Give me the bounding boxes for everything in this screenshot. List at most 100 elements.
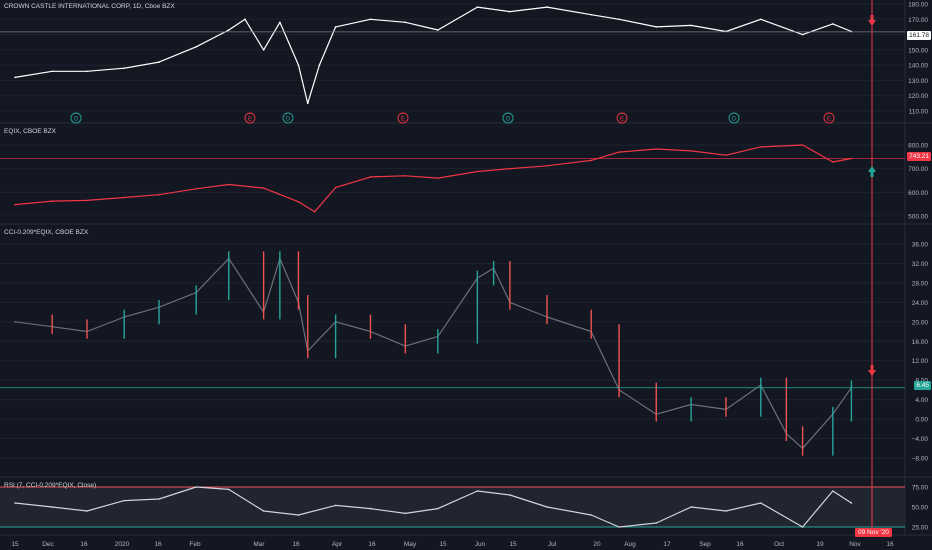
eqix-tick-label: 800.00	[908, 143, 928, 150]
eqix-price-line-point	[123, 196, 125, 199]
ratio-tick-label: 12.00	[912, 358, 929, 365]
eqix-price-line-point	[618, 151, 620, 153]
ratio-tick-label: 36.00	[912, 242, 929, 249]
rsi-line-point	[86, 510, 88, 512]
eqix-pane-title: EQIX, CBOE BZX	[4, 128, 57, 135]
eqix-price-line-point	[297, 201, 300, 203]
rsi-pane-title: RSI (7, CCI-0.209*EQIX, Close)	[4, 482, 97, 489]
price-scale-column	[905, 0, 932, 550]
rsi-line-point	[509, 494, 511, 496]
cci-price-line-point	[590, 13, 592, 16]
cci-price-line-point	[14, 76, 16, 79]
cci-tick-label: 120.00	[908, 93, 928, 100]
time-axis-label: Aug	[624, 541, 636, 548]
time-axis-label: 15	[439, 541, 447, 548]
rsi-line-point	[546, 506, 548, 508]
ratio-tick-label: 24.00	[912, 300, 929, 307]
ratio-sell-arrow-icon	[868, 370, 876, 376]
cci-tick-label: 170.00	[908, 17, 928, 24]
rsi-line-point	[334, 504, 337, 507]
cci-price-line-point	[369, 18, 372, 21]
event-circle	[397, 112, 409, 124]
ratio-sell-arrow-icon-stem	[870, 365, 874, 370]
dividend-marker: D	[282, 112, 294, 124]
event-letter: E	[401, 116, 405, 122]
rsi-tick-label: 25.00	[912, 525, 929, 532]
time-axis-label: 16	[736, 541, 744, 548]
cci-price-line-point	[404, 21, 407, 24]
cci-price-line-point	[306, 102, 309, 105]
rsi-line-point	[801, 526, 804, 528]
rsi-line-point	[760, 502, 762, 504]
earnings-marker: E	[397, 112, 409, 124]
cci-price-line-point	[318, 64, 321, 66]
rsi-line-point	[51, 506, 53, 508]
time-axis-label: May	[404, 541, 417, 548]
cci-price-line-point	[279, 21, 281, 24]
eqix-price-line-point	[227, 183, 230, 186]
eqix-price-line-point	[313, 210, 316, 213]
eqix-price-line-point	[158, 193, 160, 196]
rsi-line-point	[437, 507, 439, 510]
cci-price-line-point	[51, 70, 53, 73]
cci-price-line-point	[227, 29, 230, 31]
time-axis-label: 19	[816, 541, 824, 548]
ratio-tick-label: −4.00	[912, 436, 929, 443]
cci-price-line-point	[244, 18, 246, 21]
rsi-line-point	[590, 514, 592, 516]
rsi-line-point	[655, 522, 658, 524]
rsi-line-point	[618, 526, 620, 528]
ratio-close-line	[14, 258, 852, 449]
rsi-line-point	[369, 507, 372, 510]
time-axis-label: Dec	[42, 541, 54, 548]
eqix-tick-label: 600.00	[908, 190, 928, 197]
rsi-tick-label: 75.00	[912, 485, 929, 492]
rsi-line-point	[195, 486, 198, 488]
ratio-tick-label: 4.00	[915, 397, 928, 404]
rsi-line-point	[725, 510, 727, 512]
time-axis-label: Apr	[332, 541, 343, 548]
cci-tick-label: 140.00	[908, 63, 928, 70]
dividend-marker: D	[728, 112, 740, 124]
event-circle	[728, 112, 740, 124]
eqix-price-line-point	[369, 176, 372, 178]
buy-arrow-icon-stem	[870, 172, 874, 177]
eqix-price-line-point	[14, 203, 16, 206]
time-axis-label: Nov	[849, 541, 861, 548]
eqix-price-line-point	[51, 200, 53, 202]
cci-price-line-point	[262, 49, 265, 51]
event-circle	[502, 112, 514, 124]
cursor-date-label: 09 Nov '20	[855, 528, 892, 537]
cci-price-line	[14, 6, 852, 105]
event-letter: E	[248, 116, 252, 122]
buy-arrow-icon	[868, 166, 876, 172]
time-axis-label: 17	[663, 541, 671, 548]
cci-price-line-point	[158, 61, 160, 63]
ratio-tick-label: 28.00	[912, 280, 929, 287]
earnings-marker: E	[616, 112, 628, 124]
rsi-line-point	[227, 488, 230, 491]
ratio-close-line-point	[14, 321, 16, 323]
time-axis-label: 16	[368, 541, 376, 548]
ratio-last-price: 6.45	[914, 381, 931, 390]
eqix-price-line-point	[509, 167, 511, 170]
event-letter: D	[286, 116, 291, 122]
eqix-price-line-point	[476, 170, 479, 173]
ratio-tick-label: 32.00	[912, 261, 929, 268]
eqix-price-line-point	[690, 150, 692, 152]
eqix-price-line-point	[832, 161, 834, 163]
event-circle	[244, 112, 256, 124]
rsi-line-point	[14, 502, 16, 504]
time-axis-label: Mar	[253, 541, 265, 548]
cci-price-line-point	[655, 26, 658, 28]
rsi-line-point	[690, 506, 692, 508]
cci-price-line-point	[123, 67, 125, 69]
time-axis-label: 16	[154, 541, 162, 548]
cci-price-line-point	[509, 10, 511, 13]
eqix-price-line-point	[760, 146, 762, 148]
event-letter: E	[620, 116, 624, 122]
rsi-line-point	[158, 498, 160, 500]
eqix-price-line-point	[590, 159, 592, 162]
eqix-price-line-point	[262, 187, 265, 189]
